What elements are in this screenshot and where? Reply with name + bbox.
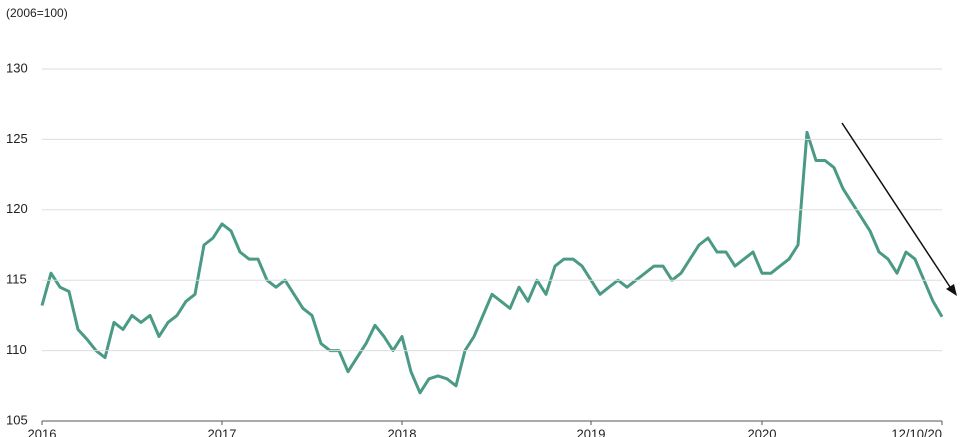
arrow-head bbox=[946, 284, 957, 296]
y-tick-label: 120 bbox=[6, 201, 28, 216]
x-tick-label: 2020 bbox=[748, 426, 777, 437]
x-tick-label: 2018 bbox=[388, 426, 417, 437]
x-tick-label: 12/10/20 bbox=[891, 426, 942, 437]
x-tick-label: 2016 bbox=[28, 426, 57, 437]
y-tick-label: 105 bbox=[6, 412, 28, 427]
data-line bbox=[40, 130, 944, 395]
x-tick-label: 2019 bbox=[577, 426, 606, 437]
trend-arrow bbox=[841, 122, 953, 291]
chart-subtitle: (2006=100) bbox=[6, 6, 68, 20]
y-tick-label: 125 bbox=[6, 131, 28, 146]
y-tick-label: 110 bbox=[6, 342, 27, 357]
y-tick-label: 130 bbox=[6, 60, 28, 75]
x-tick-label: 2017 bbox=[208, 426, 237, 437]
y-tick-label: 115 bbox=[6, 272, 27, 287]
